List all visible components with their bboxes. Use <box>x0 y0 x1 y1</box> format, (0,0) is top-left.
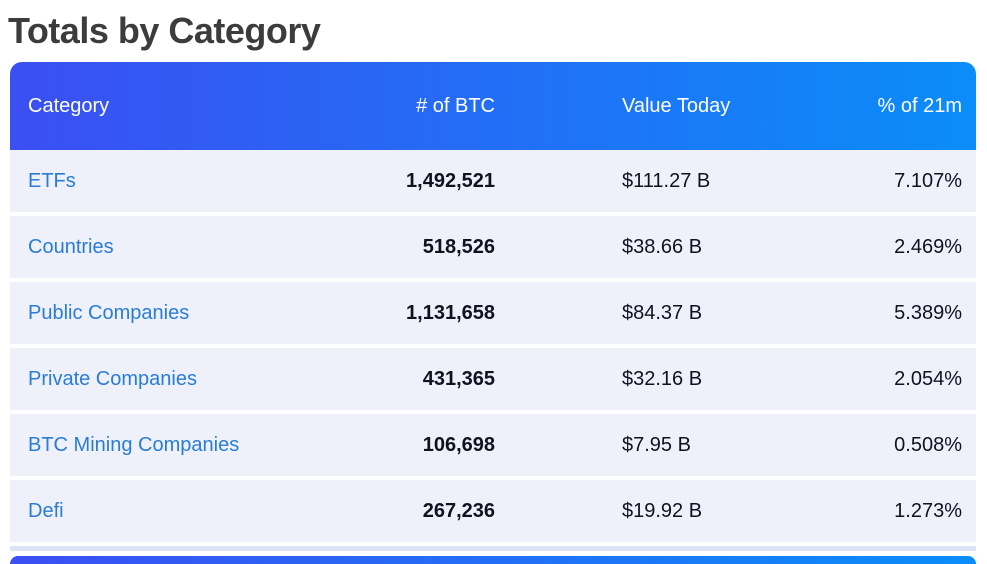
pct-of-21m: 1.273% <box>894 499 962 522</box>
column-header-value-today: Value Today <box>622 94 731 117</box>
btc-count: 431,365 <box>422 367 495 390</box>
totals-by-category-table: Category # of BTC Value Today % of 21m E… <box>10 62 976 551</box>
column-header-category: Category <box>28 94 110 117</box>
table-row: Countries 518,526 $38.66 B 2.469% <box>10 216 976 278</box>
table-row: ETFs 1,492,521 $111.27 B 7.107% <box>10 150 976 212</box>
column-header-num-btc: # of BTC <box>416 94 495 117</box>
table-header-row: Category # of BTC Value Today % of 21m <box>10 62 976 150</box>
table-row: BTC Mining Companies 106,698 $7.95 B 0.5… <box>10 414 976 476</box>
pct-of-21m: 7.107% <box>894 169 962 192</box>
category-link-public-companies[interactable]: Public Companies <box>28 301 190 324</box>
value-today: $84.37 B <box>622 301 703 324</box>
table-row: Public Companies 1,131,658 $84.37 B 5.38… <box>10 282 976 344</box>
btc-count: 1,492,521 <box>406 169 495 192</box>
column-header-pct-of-21m: % of 21m <box>877 94 962 117</box>
pct-of-21m: 2.469% <box>894 235 962 258</box>
category-link-btc-mining-companies[interactable]: BTC Mining Companies <box>28 433 240 456</box>
pct-of-21m: 5.389% <box>894 301 962 324</box>
pct-of-21m: 0.508% <box>894 433 962 456</box>
value-today: $111.27 B <box>622 169 711 192</box>
btc-count: 106,698 <box>422 433 495 456</box>
category-link-private-companies[interactable]: Private Companies <box>28 367 197 390</box>
page-title: Totals by Category <box>8 10 321 51</box>
pct-of-21m: 2.054% <box>894 367 962 390</box>
table-bottom-divider <box>10 546 976 551</box>
btc-count: 1,131,658 <box>406 301 495 324</box>
table-row: Defi 267,236 $19.92 B 1.273% <box>10 480 976 542</box>
value-today: $19.92 B <box>622 499 703 522</box>
category-link-etfs[interactable]: ETFs <box>28 169 76 192</box>
value-today: $38.66 B <box>622 235 703 258</box>
table-row: Private Companies 431,365 $32.16 B 2.054… <box>10 348 976 410</box>
category-link-defi[interactable]: Defi <box>28 499 64 522</box>
value-today: $7.95 B <box>622 433 691 456</box>
category-link-countries[interactable]: Countries <box>28 235 114 258</box>
value-today: $32.16 B <box>622 367 703 390</box>
btc-count: 267,236 <box>422 499 495 522</box>
next-table-header-partial <box>10 556 976 564</box>
btc-count: 518,526 <box>422 235 495 258</box>
